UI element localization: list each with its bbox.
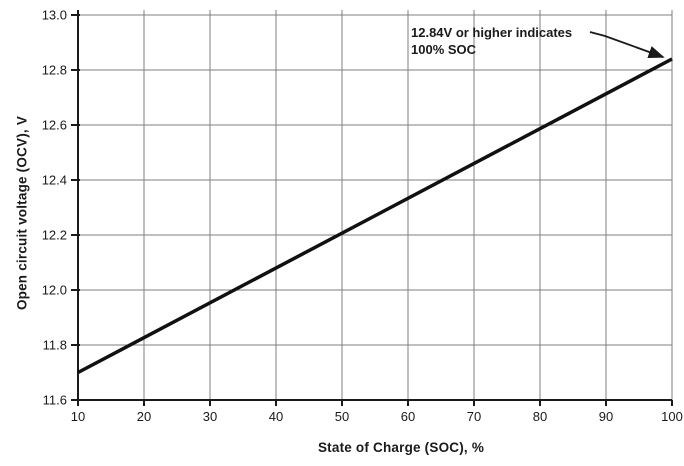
x-axis-title: State of Charge (SOC), % bbox=[317, 440, 485, 455]
y-tick-label: 12.8 bbox=[42, 63, 67, 78]
x-tick-label: 50 bbox=[335, 409, 349, 424]
x-tick-label: 30 bbox=[203, 409, 217, 424]
x-tick-label: 60 bbox=[401, 409, 415, 424]
y-tick-label: 11.6 bbox=[43, 393, 67, 408]
y-tick-label: 12.2 bbox=[42, 228, 67, 243]
x-tick-label: 20 bbox=[137, 409, 151, 424]
x-tick-label: 80 bbox=[533, 409, 547, 424]
y-tick-label: 12.0 bbox=[42, 283, 67, 298]
y-tick-label: 12.6 bbox=[42, 118, 67, 133]
ocv-data-line bbox=[77, 57, 673, 375]
y-axis-title: Open circuit voltage (OCV), V bbox=[14, 115, 30, 311]
x-tick-label: 70 bbox=[467, 409, 481, 424]
x-tick-label: 40 bbox=[269, 409, 283, 424]
x-tick-label: 90 bbox=[599, 409, 613, 424]
annotation-text: 12.84V or higher indicates 100% SOC bbox=[411, 25, 573, 57]
x-tick-label: 10 bbox=[71, 409, 85, 424]
y-tick-label: 12.4 bbox=[42, 173, 67, 188]
y-tick-label: 11.8 bbox=[43, 338, 67, 353]
annotation-arrow bbox=[589, 31, 665, 59]
x-tick-label: 100 bbox=[661, 409, 683, 424]
y-tick-label: 13.0 bbox=[42, 8, 67, 23]
